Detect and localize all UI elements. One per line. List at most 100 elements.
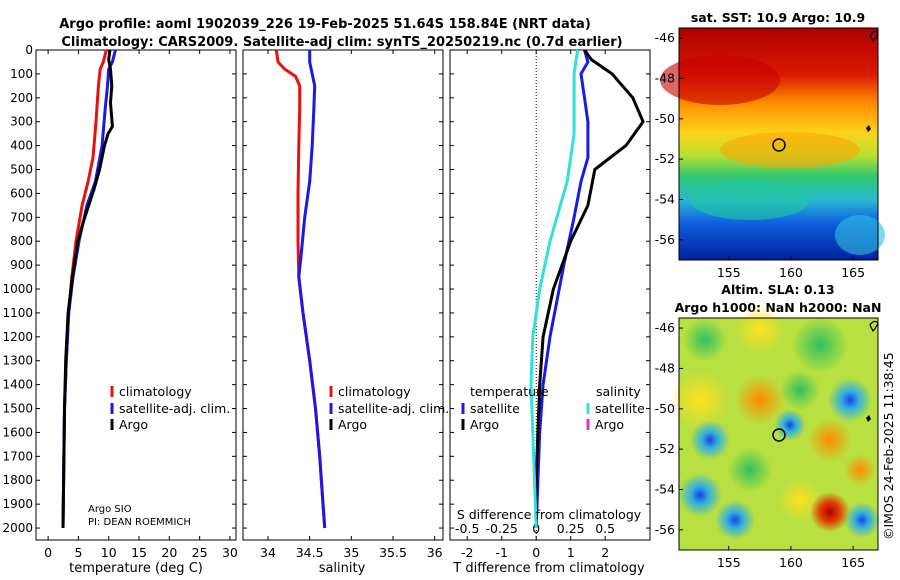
sst-front-patch [720,132,860,168]
x-tick-label: 2 [601,545,609,560]
y-tick-label: 300 [10,115,33,129]
difference-legend: temperature salinity satellite Argo sate… [461,384,645,432]
y-tick-label: 700 [10,210,33,224]
map-y-tick-label: -48 [655,70,675,85]
salinity-series [274,49,327,529]
sla-island-icon [866,415,871,422]
sst-map: sat. SST: 10.9 Argo: 10.9 155 160 165 -46 -4… [655,10,885,280]
y-tick-label: 1800 [2,473,33,487]
y-tick-label: 1200 [2,330,33,344]
title-line-1: Argo profile: aoml 1902039_226 19-Feb-20… [59,17,591,32]
sst-ticks: 155 160 165 -46 -48 -50 -52 -54 -56 [655,30,865,280]
y-tick-label: 100 [10,67,33,81]
legend-satellite-label: satellite-adj. clim. [119,401,230,416]
difference-ticks: -2 -1 0 1 2 -0.5 -0.25 0 0.25 0.5 [450,49,650,560]
diff-legend-title-temperature: temperature [470,384,549,399]
x-tick-label: 1 [567,545,575,560]
temperature-axes-box [35,49,237,541]
imos-credit: ©IMOS 24-Feb-2025 11:38:45 [881,352,896,540]
map-y-tick-label: -56 [655,232,675,247]
x-tick-label: 34.5 [296,545,324,560]
sst-cool-patch [690,180,810,220]
salinity-legend: climatology satellite-adj. clim. Argo [329,384,449,432]
x-tick-label: 34 [260,545,276,560]
difference-panel: -2 -1 0 1 2 -0.5 -0.25 0 0.25 0.5 T difference fr… [449,49,651,576]
s-tick-label: 0 [532,521,540,536]
map-x-tick-label: 165 [841,265,865,280]
x-tick-label: 0 [532,545,540,560]
y-tick-label: 1300 [2,354,33,368]
x-tick-label: 25 [192,545,208,560]
map-x-tick-label: 160 [779,265,803,280]
y-tick-label: 1700 [2,449,33,463]
map-x-tick-label: 160 [779,555,803,570]
diff-legend-s-satellite-label: satellite [595,401,645,416]
map-y-tick-label: -50 [655,401,675,416]
diff-legend-t-argo-label: Argo [470,417,499,432]
argo-institution-annotation: Argo SIO [88,504,132,515]
series-argo [61,49,114,529]
s-tick-label: 0.25 [557,521,585,536]
sla-coast-icon [869,320,879,333]
pi-annotation: PI: DEAN ROEMMICH [88,517,191,528]
series-satellite-adj-clim- [297,50,327,529]
sla-map-frame [678,317,879,551]
sst-warm-patch [660,55,780,105]
y-tick-label: 800 [10,234,33,248]
x-tick-label: 20 [161,545,177,560]
sal-legend-argo-label: Argo [338,417,367,432]
temperature-legend: climatology satellite-adj. clim. Argo [110,384,230,432]
y-tick-label: 400 [10,139,33,153]
map-y-tick-label: -52 [655,151,675,166]
map-x-tick-label: 155 [717,265,741,280]
temperature-xlabel: temperature (deg C) [69,561,203,576]
difference-top-xlabel: S difference from climatology [457,507,642,522]
diff-legend-t-satellite-label: satellite [470,401,520,416]
sst-island-icon [866,125,871,132]
map-y-tick-label: -54 [655,481,675,496]
sla-eddies [670,305,880,540]
sst-map-frame [678,27,879,261]
x-tick-label: 10 [101,545,117,560]
map-y-tick-label: -48 [655,360,675,375]
sst-coast-icon [869,30,879,43]
temperature-panel: 0 5 10 15 20 25 300100200300400500600700800900… [2,43,237,576]
sla-map-title-1: Altim. SLA: 0.13 [721,282,834,297]
sla-map-title-2: Argo h1000: NaN h2000: NaN [675,300,882,315]
sst-argo-marker [772,138,786,152]
sal-legend-climatology-label: climatology [338,384,411,399]
y-tick-label: 200 [10,91,33,105]
s-tick-label: 0.5 [595,521,615,536]
series-s-satellite [529,49,580,529]
salinity-axes-box [242,49,444,541]
difference-axes-box [449,49,651,541]
y-tick-label: 0 [25,43,33,57]
legend-climatology-label: climatology [119,384,192,399]
map-y-tick-label: -52 [655,441,675,456]
y-tick-label: 1900 [2,497,33,511]
y-tick-label: 900 [10,258,33,272]
legend-argo-label: Argo [119,417,148,432]
salinity-xlabel: salinity [319,561,366,576]
map-x-tick-label: 155 [717,555,741,570]
title-line-2: Climatology: CARS2009. Satellite-adj cli… [61,35,622,50]
x-tick-label: 0 [44,545,52,560]
s-tick-label: -0.25 [486,521,518,536]
y-tick-label: 1400 [2,378,33,392]
y-tick-label: 600 [10,186,33,200]
x-tick-label: 30 [222,545,238,560]
x-tick-label: -2 [461,545,473,560]
diff-legend-s-argo-label: Argo [595,417,624,432]
x-tick-label: 36 [427,545,443,560]
y-tick-label: 1100 [2,306,33,320]
map-y-tick-label: -54 [655,191,675,206]
y-tick-label: 2000 [2,521,33,535]
map-y-tick-label: -50 [655,111,675,126]
x-tick-label: -1 [495,545,507,560]
map-y-tick-label: -56 [655,522,675,537]
salinity-panel: 34 34.5 35 35.5 36 salinity climatology sate… [242,49,449,576]
s-tick-label: -0.5 [455,521,479,536]
series-t-satellite [534,49,590,529]
x-tick-label: 5 [74,545,82,560]
